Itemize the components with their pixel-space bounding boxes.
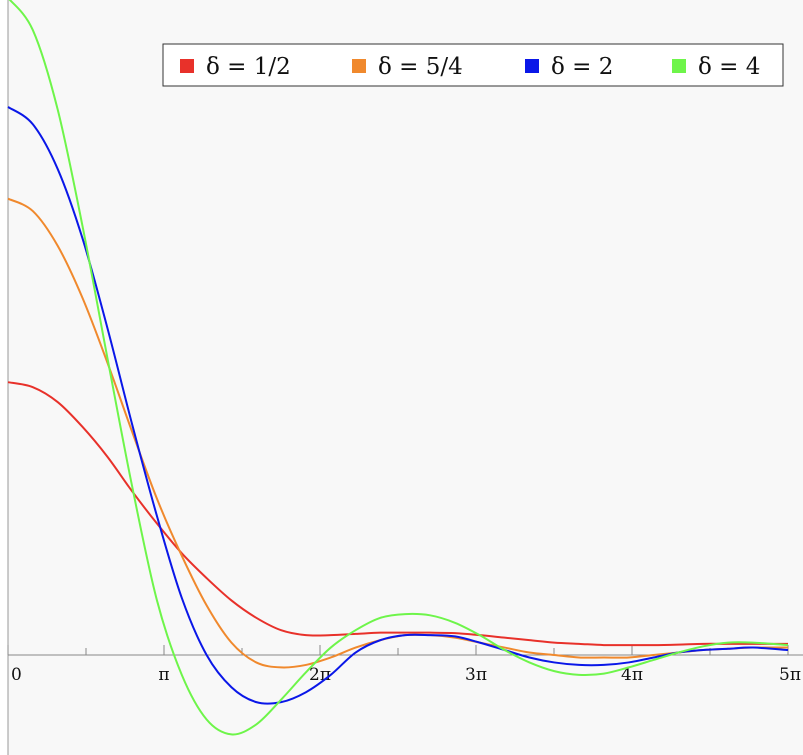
legend: δ = 1/2 δ = 5/4 δ = 2 δ = 4 (162, 43, 784, 87)
x-tick-label: 0 (11, 665, 22, 685)
x-axis-ticks: 0 π 2π 3π 4π 5π (7, 645, 801, 685)
x-tick-label: π (158, 665, 169, 685)
legend-label: δ = 1/2 (206, 54, 291, 80)
legend-label: δ = 5/4 (378, 54, 463, 80)
legend-label: δ = 2 (551, 54, 613, 80)
legend-swatch (525, 59, 539, 73)
series-line-3 (7, 106, 789, 705)
legend-swatch (352, 59, 366, 73)
x-tick-label: 3π (465, 665, 487, 685)
legend-label: δ = 4 (698, 54, 760, 80)
series-line-4 (8, 0, 789, 736)
series-layer (7, 0, 789, 736)
plot-background (8, 0, 803, 755)
legend-swatch (672, 59, 686, 73)
x-tick-label: 4π (621, 665, 643, 685)
legend-swatch (180, 59, 194, 73)
x-tick-label: 5π (779, 665, 801, 685)
